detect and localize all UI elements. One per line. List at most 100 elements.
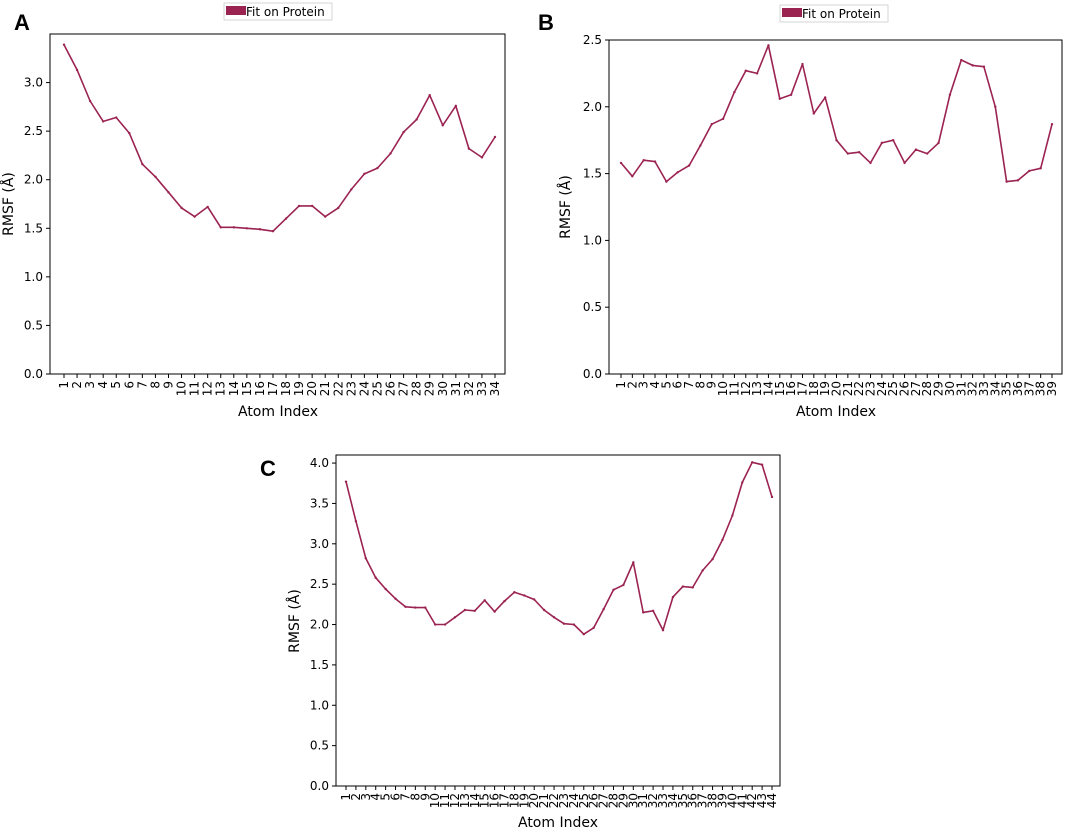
x-tick-label: 33 <box>475 381 489 396</box>
y-tick-label: 1.5 <box>583 167 602 181</box>
x-tick-label: 24 <box>357 381 371 396</box>
x-axis-label-a: Atom Index <box>238 404 318 420</box>
y-tick-label: 2.5 <box>24 124 43 138</box>
x-tick-label: 15 <box>478 793 492 808</box>
x-tick-label: 31 <box>954 381 968 396</box>
x-tick-label: 9 <box>161 381 175 389</box>
x-tick-label: 16 <box>253 381 267 396</box>
x-tick-label: 14 <box>761 381 775 396</box>
series-line-c <box>345 461 773 636</box>
x-tick-label: 12 <box>739 381 753 396</box>
x-tick-label: 22 <box>331 381 345 396</box>
x-tick-label: 8 <box>408 793 422 801</box>
y-tick-label: 1.0 <box>24 270 43 284</box>
y-tick-label: 0.5 <box>583 300 602 314</box>
y-axis-label-a: RMSF (Å) <box>0 172 17 236</box>
x-tick-label: 31 <box>449 381 463 396</box>
x-tick-label: 15 <box>240 381 254 396</box>
x-tick-label: 1 <box>339 793 353 801</box>
y-tick-label: 2.5 <box>310 577 329 591</box>
legend-a-swatch <box>226 6 246 15</box>
x-tick-label: 23 <box>344 381 358 396</box>
x-tick-label: 25 <box>577 793 591 808</box>
x-tick-label: 32 <box>462 381 476 396</box>
legend-a-box <box>223 2 333 21</box>
x-tick-label: 21 <box>318 381 332 396</box>
y-tick-label: 1.5 <box>24 221 43 235</box>
x-tick-label: 1 <box>57 381 71 389</box>
x-tick-label: 36 <box>1011 381 1025 396</box>
x-tick-label: 31 <box>636 793 650 808</box>
x-tick-label: 6 <box>389 793 403 801</box>
x-tick-label: 4 <box>96 381 110 389</box>
x-tick-label: 6 <box>671 381 685 389</box>
x-tick-label: 1 <box>614 381 628 389</box>
series-line-a <box>63 44 496 232</box>
x-tick-label: 20 <box>305 381 319 396</box>
legend-b-box <box>779 4 889 23</box>
y-tick-label: 3.0 <box>24 76 43 90</box>
ticks-b: 0.00.51.01.52.02.51234567891011121314151… <box>583 33 1059 396</box>
x-tick-label: 13 <box>458 793 472 808</box>
legend-b-swatch <box>782 8 802 17</box>
y-tick-label: 2.5 <box>583 33 602 47</box>
x-tick-label: 38 <box>706 793 720 808</box>
x-tick-label: 27 <box>597 793 611 808</box>
x-tick-label: 17 <box>795 381 809 396</box>
x-tick-label: 26 <box>898 381 912 396</box>
y-tick-label: 1.0 <box>310 698 329 712</box>
y-tick-label: 0.0 <box>24 367 43 381</box>
y-tick-label: 1.5 <box>310 658 329 672</box>
x-tick-label: 22 <box>547 793 561 808</box>
panel-label-b: B <box>538 10 554 35</box>
y-tick-label: 0.0 <box>583 367 602 381</box>
x-tick-label: 20 <box>527 793 541 808</box>
x-tick-label: 7 <box>398 793 412 801</box>
y-tick-label: 2.0 <box>310 618 329 632</box>
x-tick-label: 11 <box>727 381 741 396</box>
x-tick-label: 30 <box>943 381 957 396</box>
legend-b-label: Fit on Protein <box>802 7 881 21</box>
x-tick-label: 10 <box>716 381 730 396</box>
x-tick-label: 2 <box>70 381 84 389</box>
x-tick-label: 44 <box>765 793 779 808</box>
x-tick-label: 10 <box>175 381 189 396</box>
plot-area-a <box>49 33 506 375</box>
ticks-c: 0.00.51.01.52.02.53.03.54.01234567891011… <box>310 456 779 808</box>
x-tick-label: 41 <box>735 793 749 808</box>
y-tick-label: 0.5 <box>310 739 329 753</box>
series-line-b <box>620 44 1053 183</box>
x-tick-label: 34 <box>988 381 1002 396</box>
x-tick-label: 5 <box>109 381 123 389</box>
x-tick-label: 28 <box>606 793 620 808</box>
y-tick-label: 3.0 <box>310 537 329 551</box>
x-tick-label: 42 <box>745 793 759 808</box>
x-tick-label: 27 <box>909 381 923 396</box>
legend-a-label: Fit on Protein <box>246 5 325 19</box>
y-axis-label-b: RMSF (Å) <box>557 175 574 239</box>
x-tick-label: 29 <box>616 793 630 808</box>
x-tick-label: 8 <box>148 381 162 389</box>
x-axis-label-b: Atom Index <box>796 404 876 420</box>
x-tick-label: 29 <box>932 381 946 396</box>
x-tick-label: 19 <box>818 381 832 396</box>
y-tick-label: 3.5 <box>310 496 329 510</box>
x-tick-label: 9 <box>418 793 432 801</box>
plot-area-c <box>335 454 781 787</box>
x-tick-label: 26 <box>384 381 398 396</box>
x-tick-label: 26 <box>587 793 601 808</box>
x-tick-label: 21 <box>841 381 855 396</box>
x-tick-label: 43 <box>755 793 769 808</box>
y-tick-label: 2.0 <box>583 100 602 114</box>
x-tick-label: 3 <box>83 381 97 389</box>
x-tick-label: 38 <box>1034 381 1048 396</box>
x-tick-label: 25 <box>886 381 900 396</box>
x-tick-label: 18 <box>507 793 521 808</box>
x-tick-label: 35 <box>1000 381 1014 396</box>
x-tick-label: 32 <box>966 381 980 396</box>
x-tick-label: 24 <box>567 793 581 808</box>
x-tick-label: 40 <box>725 793 739 808</box>
y-tick-label: 2.0 <box>24 173 43 187</box>
x-tick-label: 7 <box>682 381 696 389</box>
